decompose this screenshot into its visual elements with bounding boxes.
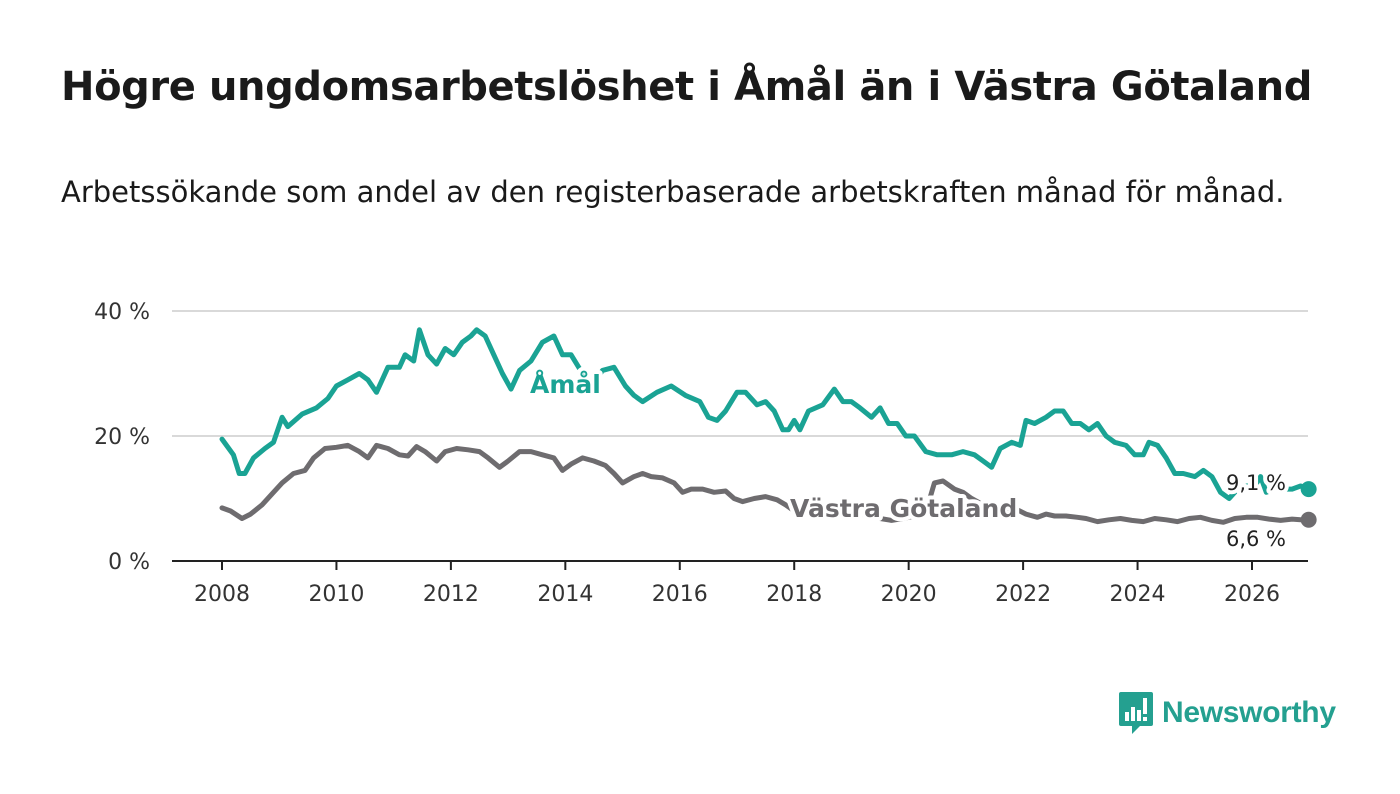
series-lines (219, 327, 1317, 528)
end-value-vastra-gotaland: 6,6 % (1226, 527, 1286, 551)
x-tick-label: 2016 (652, 582, 708, 607)
series-line-amal (219, 327, 1312, 501)
x-tick-label: 2008 (194, 582, 250, 607)
y-axis: 0 % 20 % 40 % (94, 300, 150, 575)
end-dot-vastra-gotaland (1300, 511, 1317, 528)
series-label-vastra-gotaland-halo: Västra Götaland (790, 494, 1017, 523)
newsworthy-logo-icon (1119, 692, 1153, 734)
x-tick-label: 2012 (423, 582, 479, 607)
brand-logo[interactable]: Newsworthy (1118, 690, 1336, 736)
end-dot-amal (1300, 481, 1317, 498)
y-tick-label: 20 % (94, 425, 150, 450)
chart-title: Högre ungdomsarbetslöshet i Åmål än i Vä… (61, 64, 1312, 110)
y-tick-label: 40 % (94, 300, 150, 325)
chart-subtitle: Arbetssökande som andel av den registerb… (61, 175, 1285, 209)
x-tick-label: 2024 (1110, 582, 1166, 607)
series-line-vastra-gotaland (219, 442, 1312, 525)
series-label-vastra-gotaland: Västra Götaland (790, 494, 1017, 523)
x-tick-label: 2014 (537, 582, 593, 607)
y-tick-label: 0 % (108, 550, 150, 575)
x-axis: 2008 2010 2012 2014 2016 2018 2020 2022 2024 2026 (172, 560, 1308, 607)
x-tick-label: 2020 (881, 582, 937, 607)
gridlines (172, 310, 1308, 437)
end-value-amal: 9,1 % (1226, 471, 1286, 495)
brand-name: Newsworthy (1162, 696, 1336, 729)
x-tick-label: 2018 (766, 582, 822, 607)
series-label-amal-halo: Åmål (530, 370, 601, 399)
x-tick-label: 2022 (995, 582, 1051, 607)
x-tick-label: 2010 (308, 582, 364, 607)
series-label-amal: Åmål (530, 370, 601, 399)
x-tick-label: 2026 (1224, 582, 1280, 607)
end-value-vastra-gotaland-halo: 6,6 % (1226, 527, 1286, 551)
end-value-amal-halo: 9,1 % (1226, 471, 1286, 495)
